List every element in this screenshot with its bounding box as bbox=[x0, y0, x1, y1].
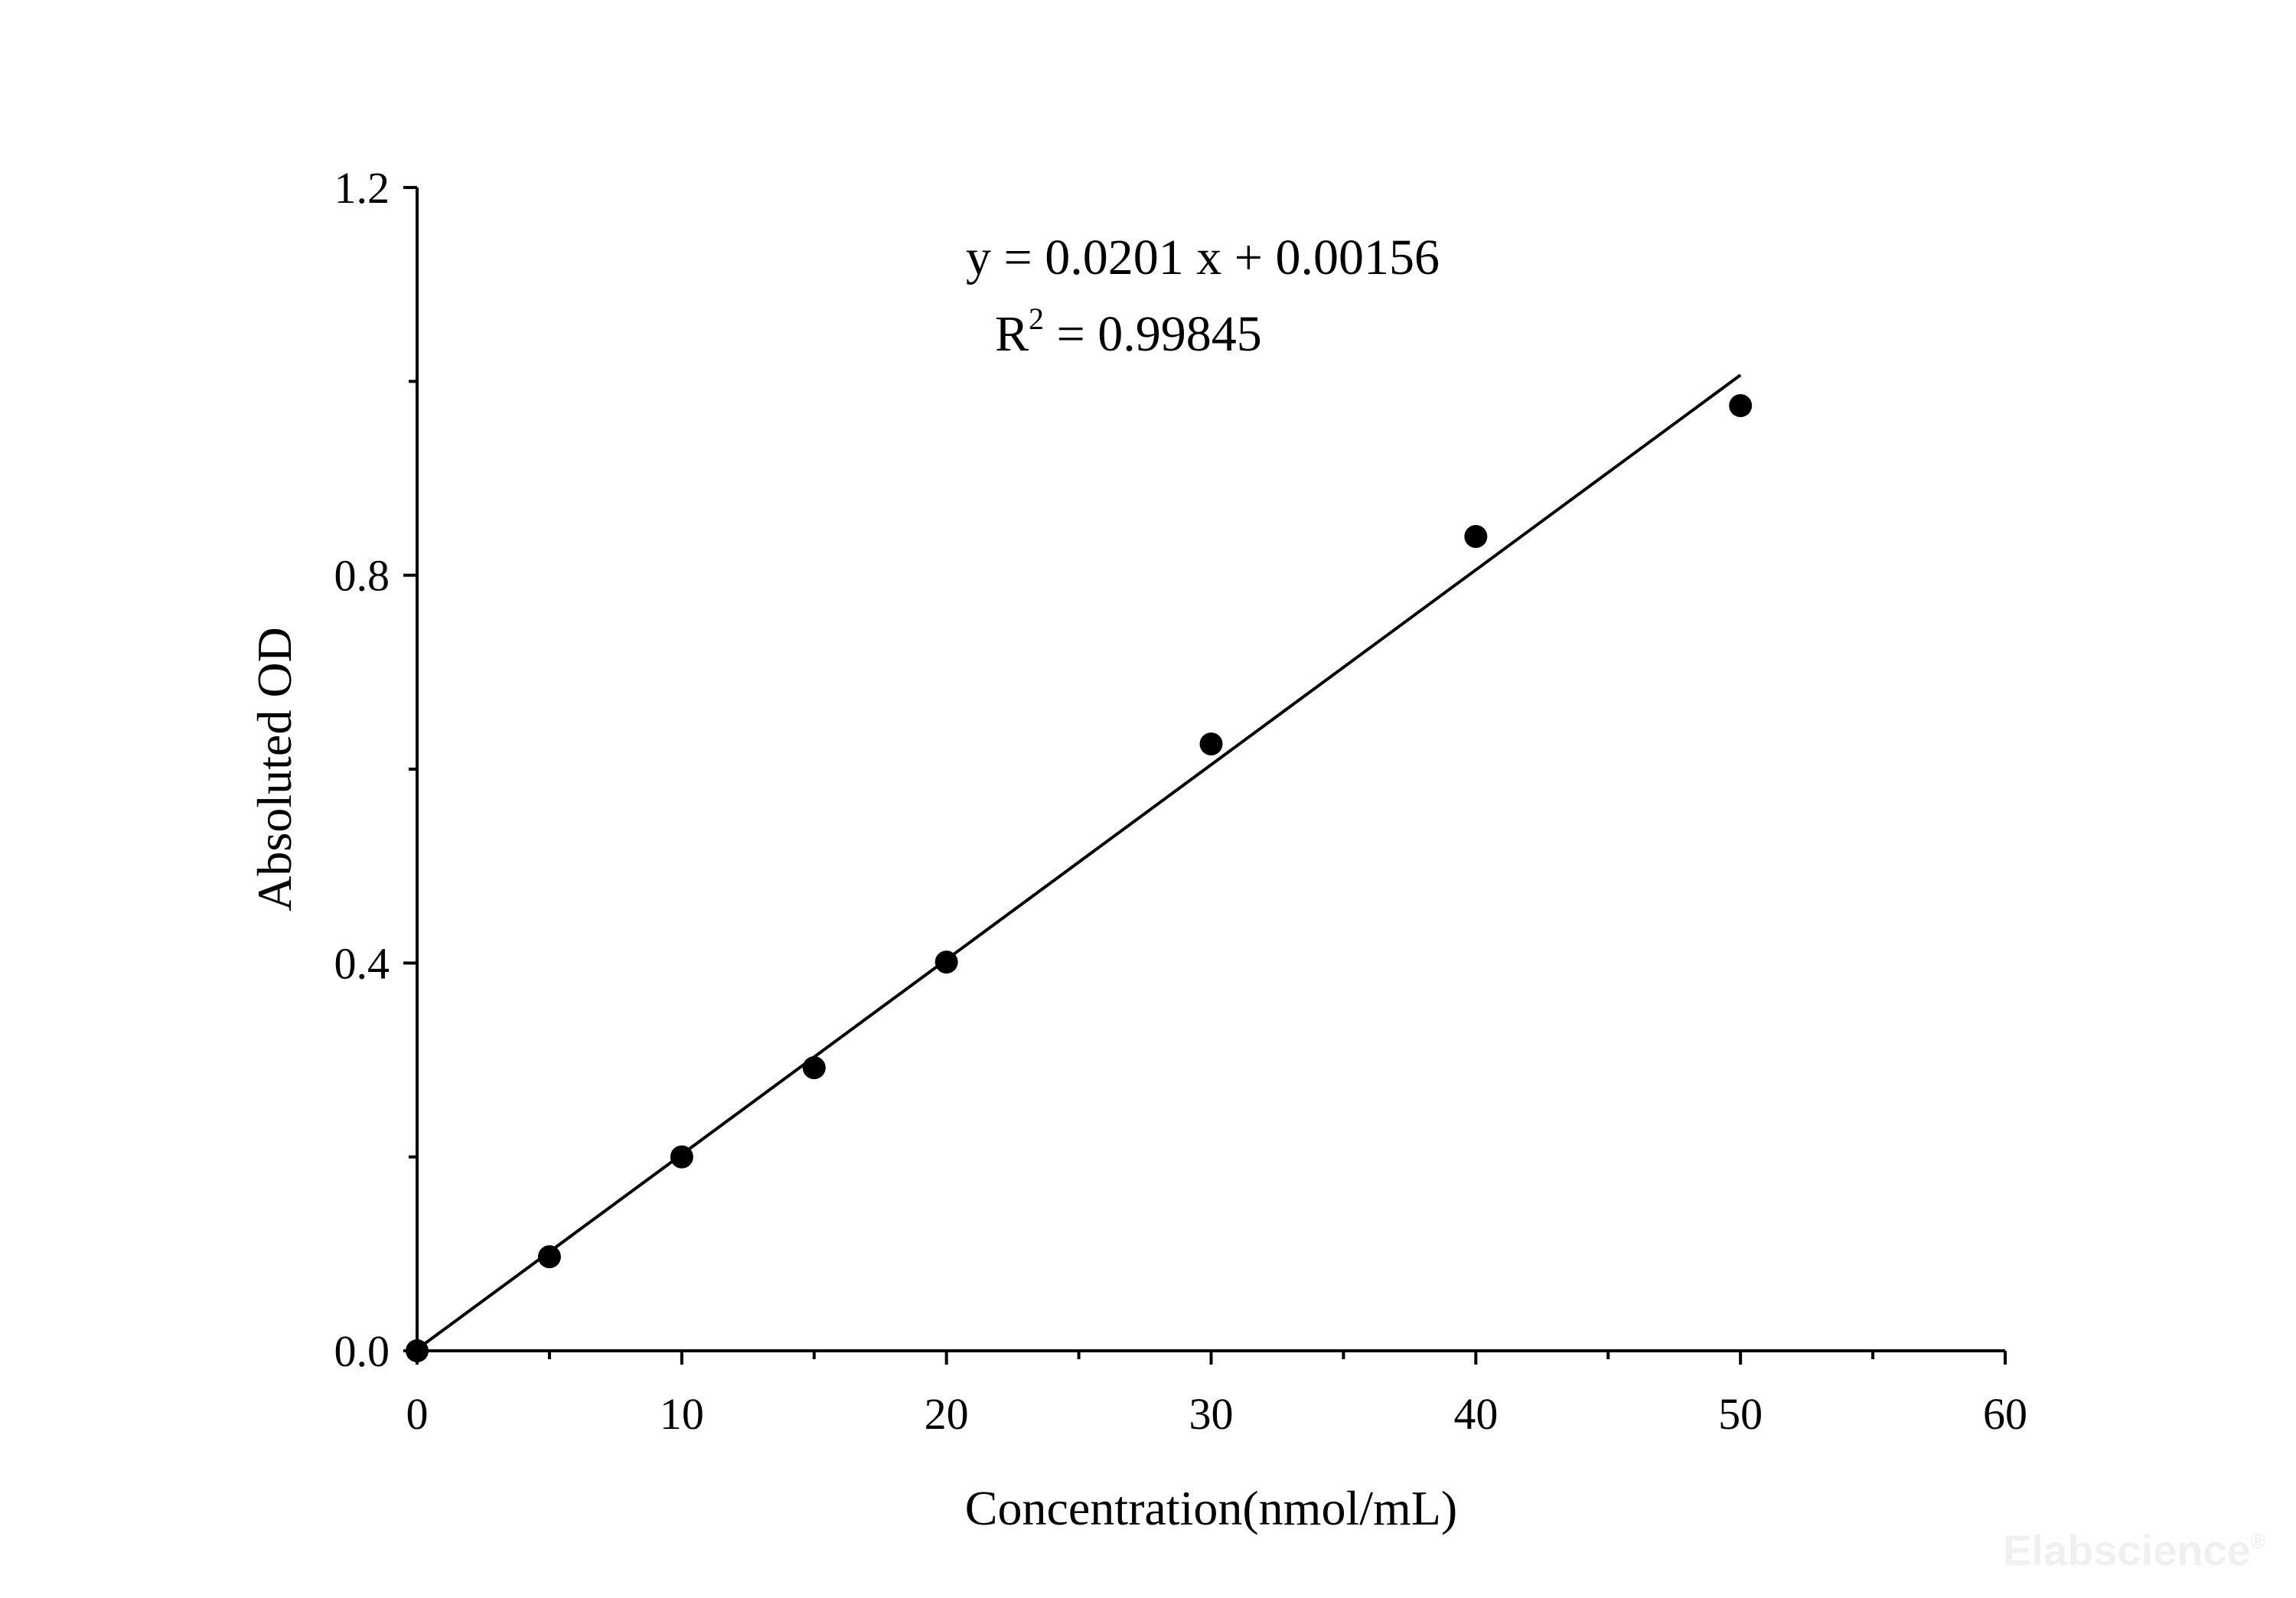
x-tick-label: 60 bbox=[1983, 1389, 2027, 1439]
x-tick-label: 40 bbox=[1453, 1389, 1498, 1439]
x-tick-label: 10 bbox=[660, 1389, 704, 1439]
x-axis-title: Concentration(nmol/mL) bbox=[965, 1481, 1457, 1535]
axis-tick-labels: 0 10 20 30 40 50 60 0.0 0.4 0.8 1.2 bbox=[334, 163, 2028, 1439]
data-point bbox=[802, 1056, 826, 1080]
y-tick-label: 0.0 bbox=[334, 1326, 390, 1376]
x-tick-label: 30 bbox=[1189, 1389, 1234, 1439]
x-tick-label: 50 bbox=[1718, 1389, 1763, 1439]
data-point bbox=[406, 1339, 429, 1362]
y-axis-title: Absoluted OD bbox=[247, 627, 302, 912]
regression-equation: y = 0.0201 x + 0.00156 bbox=[966, 230, 1440, 285]
y-tick-label: 1.2 bbox=[334, 163, 390, 213]
r-squared-label: R bbox=[995, 306, 1029, 362]
r-squared-exponent: 2 bbox=[1029, 302, 1044, 336]
y-tick-label: 0.4 bbox=[334, 938, 390, 988]
y-tick-label: 0.8 bbox=[334, 551, 390, 601]
data-point bbox=[1464, 525, 1488, 548]
data-point bbox=[537, 1245, 561, 1269]
regression-fit-line bbox=[416, 373, 1742, 1351]
watermark-registered-symbol: ® bbox=[2251, 1530, 2265, 1553]
elabscience-watermark: Elabscience® bbox=[2003, 1526, 2265, 1574]
r-squared-value: = 0.99845 bbox=[1044, 306, 1262, 362]
watermark-text: Elabscience bbox=[2003, 1526, 2251, 1574]
data-point bbox=[1729, 394, 1753, 417]
x-tick-label: 20 bbox=[925, 1389, 969, 1439]
fit-line-group bbox=[416, 373, 1742, 1351]
x-tick-label: 0 bbox=[406, 1389, 429, 1439]
data-points bbox=[406, 394, 1753, 1362]
r-squared-annotation: R2 = 0.99845 bbox=[995, 302, 1262, 362]
data-point bbox=[934, 951, 958, 974]
data-point bbox=[1199, 732, 1223, 756]
data-point bbox=[670, 1145, 693, 1169]
